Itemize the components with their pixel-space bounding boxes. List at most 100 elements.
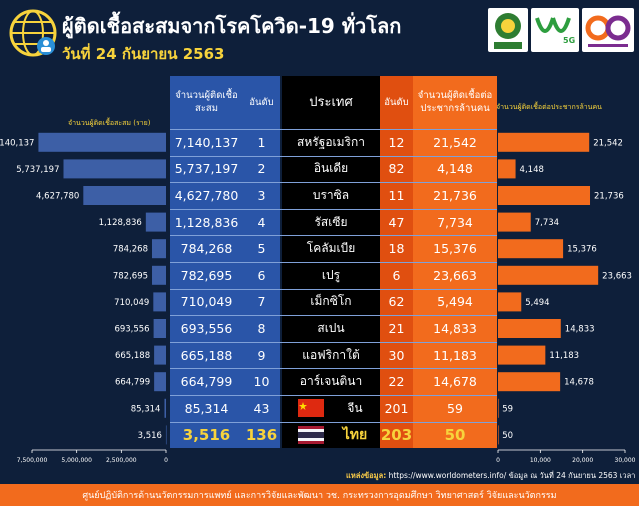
per-million-bar	[498, 398, 499, 418]
cell-country: โคลัมเบีย	[306, 241, 356, 256]
cell-cases: 664,799	[180, 374, 233, 390]
per-million-bar-label: 15,376	[567, 245, 597, 255]
globe-people-icon	[9, 9, 57, 57]
cases-tick-label: 0	[164, 457, 168, 464]
cell-country: รัสเซีย	[314, 214, 348, 229]
cases-bar	[153, 292, 166, 312]
cell-rank1: 7	[257, 294, 266, 310]
per-million-bar-label: 21,542	[593, 138, 623, 148]
row-separator	[170, 315, 497, 317]
row-separator	[170, 155, 497, 157]
cell-per-million: 59	[447, 400, 463, 416]
cell-rank1: 8	[257, 320, 266, 336]
row-separator	[170, 421, 497, 423]
cell-rank2: 12	[388, 134, 405, 150]
cases-bar	[145, 212, 166, 232]
row-separator	[170, 341, 497, 343]
per-million-bar-label: 21,736	[594, 192, 624, 202]
cell-cases: 3,516	[182, 425, 231, 444]
cell-country: สเปน	[317, 320, 345, 335]
cases-bar-label: 710,049	[114, 298, 149, 308]
per-million-bar-label: 14,678	[564, 378, 594, 388]
cases-bar-label: 3,516	[138, 431, 162, 441]
cases-bar	[151, 239, 166, 259]
cell-rank2: 62	[388, 294, 405, 310]
cell-rank2: 201	[384, 400, 409, 416]
per-million-bar	[498, 319, 561, 338]
cell-rank2: 47	[388, 214, 405, 230]
per-million-tick-label: 30,000	[615, 457, 636, 464]
cell-per-million: 4,148	[437, 161, 473, 177]
row-separator	[170, 368, 497, 370]
cell-per-million: 15,376	[433, 241, 477, 257]
cell-rank1: 9	[257, 347, 266, 363]
per-million-tick-label: 10,000	[530, 457, 551, 464]
cell-cases: 4,627,780	[174, 187, 239, 203]
cases-bar-label: 1,128,836	[99, 218, 142, 228]
per-million-bar-label: 7,734	[535, 218, 559, 228]
cases-bar-label: 784,268	[113, 245, 148, 255]
cell-rank2: 30	[388, 347, 405, 363]
cell-rank2: 11	[388, 187, 405, 203]
cell-cases: 782,695	[180, 267, 233, 283]
per-million-tick-label: 0	[496, 457, 500, 464]
cell-country: จีน	[347, 400, 363, 415]
per-million-bar	[498, 132, 590, 152]
cases-bar-label: 4,627,780	[36, 192, 79, 202]
cases-bar-label: 5,737,197	[16, 165, 59, 175]
cell-rank2: 82	[388, 161, 405, 177]
cases-bar-label: 782,695	[113, 271, 148, 281]
cell-per-million: 7,734	[437, 214, 473, 230]
cell-country: บราซิล	[312, 187, 350, 202]
cases-tick-label: 2,500,000	[106, 457, 137, 464]
cases-bar	[63, 159, 166, 179]
5g-logo: 5G	[531, 8, 579, 52]
ministry-logo	[582, 8, 634, 52]
per-million-bar	[498, 239, 564, 259]
row-separator	[170, 208, 497, 210]
cases-bar	[83, 186, 166, 205]
cell-rank2: 203	[380, 425, 413, 444]
cases-bar-label: 85,314	[131, 404, 161, 414]
cell-per-million: 14,833	[433, 320, 477, 336]
per-million-bar-label: 11,183	[549, 351, 579, 361]
cell-cases: 665,188	[180, 347, 233, 363]
per-million-bar	[498, 212, 531, 232]
cell-country: แอฟริกาใต้	[302, 347, 360, 362]
cell-cases: 7,140,137	[174, 134, 239, 150]
source-label: แหล่งข้อมูล:	[346, 471, 387, 480]
row-separator	[170, 262, 497, 263]
cell-country: อาร์เจนตินา	[299, 374, 363, 389]
cases-bar-label: 665,188	[115, 351, 150, 361]
row-separator	[170, 182, 497, 184]
cell-rank1: 10	[253, 374, 270, 390]
cell-cases: 693,556	[180, 320, 233, 336]
cases-tick-label: 5,000,000	[61, 457, 92, 464]
per-million-bar	[498, 425, 499, 445]
per-million-bar-label: 4,148	[520, 165, 544, 175]
per-million-bar	[498, 265, 599, 285]
cases-bar-label: 664,799	[115, 378, 150, 388]
thailand-flag-icon	[298, 425, 324, 444]
cell-per-million: 21,736	[433, 187, 477, 203]
cell-per-million: 23,663	[433, 267, 477, 283]
cases-bar	[154, 372, 166, 392]
cell-rank2: 18	[388, 241, 405, 257]
cases-bar	[165, 425, 167, 445]
footer-bar: ศูนย์ปฏิบัติการด้านนวัตกรรมการแพทย์ และก…	[0, 484, 639, 506]
header-country: ประเทศ	[309, 95, 353, 111]
per-million-bar-label: 5,494	[525, 298, 549, 308]
cases-bar	[164, 398, 166, 418]
per-million-bar	[498, 292, 522, 312]
per-million-tick-label: 20,000	[572, 457, 593, 464]
row-separator	[170, 288, 497, 290]
per-million-bar	[498, 159, 516, 179]
header-rank2: อันดับ	[384, 96, 409, 108]
per-million-bar	[498, 186, 591, 205]
cases-bar	[152, 265, 166, 285]
cases-bar-label: 693,556	[114, 325, 149, 335]
header-per-million: จำนวนผู้ติดเชื้อต่อประชากรล้านคน	[417, 90, 493, 114]
right-axis-title: จำนวนผู้ติดเชื้อต่อประชากรล้านคน	[496, 103, 602, 111]
cases-tick-label: 7,500,000	[17, 457, 48, 464]
